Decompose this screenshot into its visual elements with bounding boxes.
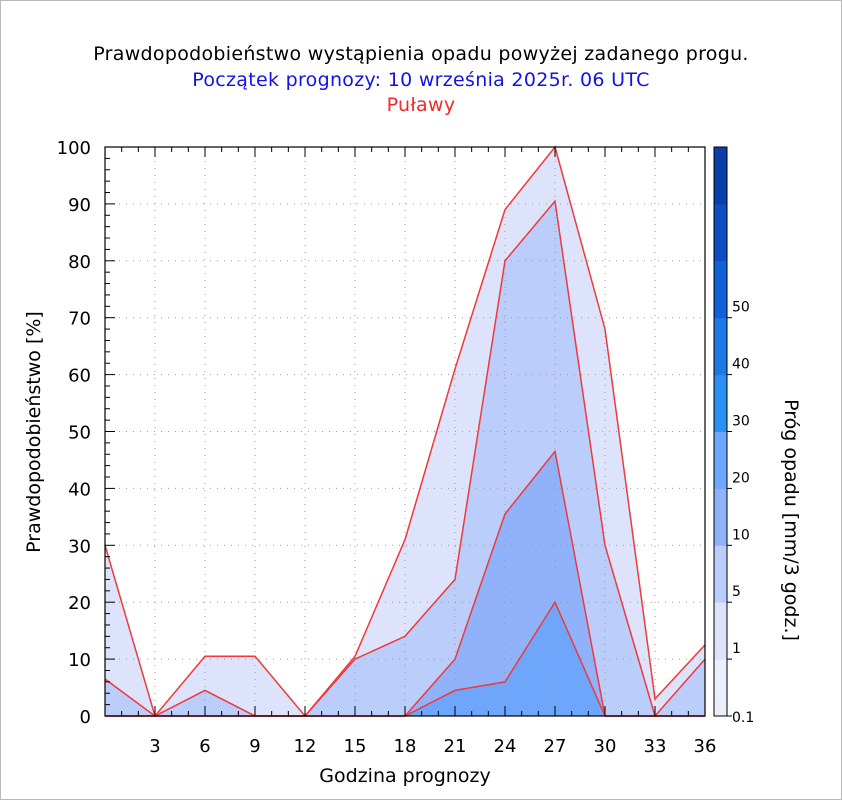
chart-title: Prawdopodobieństwo wystąpienia opadu pow… bbox=[93, 43, 749, 65]
location-name: Puławy bbox=[386, 94, 456, 116]
x-tick-label: 24 bbox=[494, 736, 517, 757]
series-line-0-1 bbox=[104, 145, 706, 718]
colorbar-tick-label: 1 bbox=[732, 641, 741, 657]
y-tick-label: 90 bbox=[68, 195, 91, 216]
series-line-1 bbox=[104, 199, 706, 718]
forecast-start-subtitle: Początek prognozy: 10 września 2025r. 06… bbox=[192, 69, 650, 91]
x-tick-label: 12 bbox=[294, 736, 317, 757]
colorbar-segment bbox=[714, 659, 727, 717]
y-tick-label: 50 bbox=[68, 423, 91, 444]
x-tick-label: 3 bbox=[149, 736, 160, 757]
x-tick-label: 36 bbox=[694, 736, 717, 757]
colorbar-segment bbox=[714, 147, 727, 205]
colorbar-segment bbox=[714, 545, 727, 603]
x-tick-label: 30 bbox=[594, 736, 617, 757]
colorbar-tick-label: 50 bbox=[732, 300, 750, 316]
colorbar-tick-label: 5 bbox=[732, 584, 741, 600]
axes: 3 6 9 12 15 18 21 24 27 30 33 360102030405060708090… bbox=[57, 138, 717, 757]
y-axis-label: Prawdopodobieństwo [%] bbox=[23, 311, 45, 553]
y-tick-label: 30 bbox=[68, 536, 91, 557]
y-tick-label: 0 bbox=[80, 707, 91, 728]
x-tick-label: 9 bbox=[249, 736, 260, 757]
colorbar-tick-label: 10 bbox=[732, 527, 750, 543]
colorbar-segment bbox=[714, 317, 727, 376]
y-tick-label: 10 bbox=[68, 650, 91, 671]
x-axis-label: Godzina prognozy bbox=[319, 765, 490, 787]
colorbar-tick-label: 30 bbox=[732, 414, 750, 430]
colorbar-segment bbox=[714, 431, 727, 489]
x-tick-label: 33 bbox=[644, 736, 667, 757]
x-tick-label: 18 bbox=[394, 736, 417, 757]
y-tick-label: 40 bbox=[68, 479, 91, 500]
x-tick-label: 6 bbox=[199, 736, 210, 757]
x-tick-label: 27 bbox=[544, 736, 567, 757]
colorbar-tick-label: 20 bbox=[732, 470, 750, 486]
y-tick-label: 20 bbox=[68, 593, 91, 614]
colorbar-segment bbox=[714, 602, 727, 660]
y-tick-label: 60 bbox=[68, 366, 91, 387]
colorbar-segment bbox=[714, 203, 727, 262]
colorbar: 0.1 1 5 10 20 30 40 50 bbox=[713, 146, 754, 726]
x-tick-label: 15 bbox=[344, 736, 367, 757]
y-tick-label: 80 bbox=[68, 252, 91, 273]
colorbar-segment bbox=[714, 374, 727, 432]
y-tick-label: 100 bbox=[57, 138, 91, 159]
colorbar-label: Próg opadu [mm/3 godz.] bbox=[780, 399, 802, 641]
y-tick-label: 70 bbox=[68, 309, 91, 330]
colorbar-tick-label: 40 bbox=[732, 357, 750, 373]
colorbar-tick-label: 0.1 bbox=[732, 710, 754, 726]
x-tick-label: 21 bbox=[444, 736, 467, 757]
colorbar-segment bbox=[714, 260, 727, 319]
colorbar-segment bbox=[714, 488, 727, 546]
